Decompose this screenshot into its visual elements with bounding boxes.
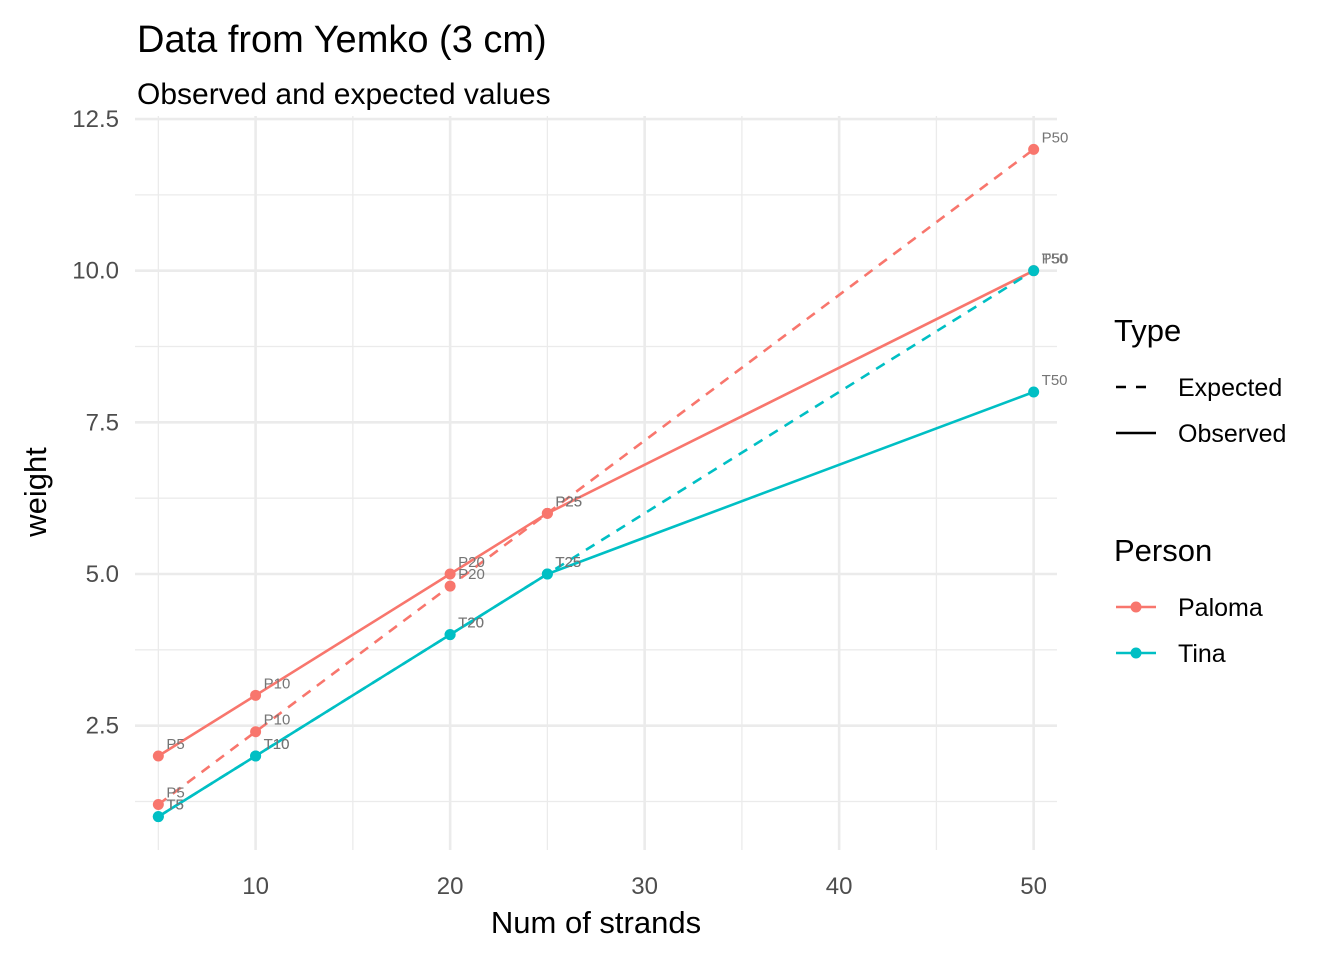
point-label-tina-observed-3: T25: [555, 554, 581, 571]
data-point-tina-observed-1: [250, 750, 262, 762]
point-label-tina-observed-2: T20: [458, 615, 484, 632]
point-label-tina-expected-0: T5: [166, 797, 184, 814]
y-tick-label-3: 10.0: [72, 258, 119, 285]
point-label-paloma-observed-4: P50: [1042, 251, 1069, 268]
point-label-paloma-expected-2: P20: [458, 566, 485, 583]
data-point-tina-expected-4: [1028, 265, 1040, 277]
y-tick-label-1: 5.0: [86, 561, 119, 588]
legend-label-tina: Tina: [1178, 640, 1226, 668]
point-label-tina-observed-1: T10: [264, 736, 290, 753]
x-tick-label-4: 50: [1020, 873, 1047, 900]
chart-subtitle: Observed and expected values: [137, 78, 551, 111]
series-line-tina-observed: [157, 390, 1035, 818]
data-point-paloma-observed-1: [250, 689, 262, 701]
data-point-paloma-expected-4: [1028, 143, 1040, 155]
legend-label-expected: Expected: [1178, 374, 1282, 402]
data-point-tina-observed-0: [152, 811, 164, 823]
legend-point-tina: [1130, 647, 1142, 659]
data-point-paloma-expected-1: [250, 726, 262, 738]
x-tick-label-1: 20: [437, 873, 464, 900]
data-point-paloma-observed-0: [152, 750, 164, 762]
data-point-paloma-observed-2: [444, 568, 456, 580]
point-label-paloma-observed-2: P20: [458, 554, 485, 571]
y-tick-label-4: 12.5: [72, 106, 119, 133]
x-tick-label-2: 30: [631, 873, 658, 900]
data-point-tina-observed-3: [541, 568, 553, 580]
point-label-tina-observed-0: T5: [166, 797, 184, 814]
axis-ticks: 10 20 30 40 50 2.5 5.0 7.5 10.0 12.5: [72, 106, 1047, 900]
point-label-paloma-observed-1: P10: [264, 675, 291, 692]
legend: Type Expected Observed Person Paloma Tina: [1114, 313, 1286, 668]
point-label-paloma-expected-3: P25: [555, 493, 582, 510]
legend-title-type: Type: [1114, 313, 1181, 348]
point-labels: P5P10P20P25P50P5P10P20P25P50T5T10T20T25T…: [166, 129, 1068, 813]
chart-title: Data from Yemko (3 cm): [137, 19, 547, 61]
point-label-tina-expected-1: T10: [264, 736, 290, 753]
point-label-tina-expected-4: T50: [1042, 251, 1068, 268]
legend-title-person: Person: [1114, 533, 1212, 568]
series-line-paloma-expected: [157, 148, 1035, 806]
y-axis-title: weight: [18, 447, 53, 538]
data-points: [152, 143, 1040, 823]
x-axis-title: Num of strands: [491, 905, 701, 940]
data-point-paloma-observed-3: [541, 507, 553, 519]
legend-label-paloma: Paloma: [1178, 594, 1263, 622]
data-point-paloma-expected-0: [152, 799, 164, 811]
y-tick-label-2: 7.5: [86, 409, 119, 436]
x-tick-label-0: 10: [242, 873, 269, 900]
point-label-tina-observed-4: T50: [1042, 372, 1068, 389]
grid-lines: [135, 116, 1057, 850]
point-label-paloma-expected-0: P5: [166, 785, 184, 802]
data-point-tina-observed-2: [444, 629, 456, 641]
data-point-paloma-expected-2: [444, 580, 456, 592]
point-label-paloma-expected-1: P10: [264, 712, 291, 729]
point-label-tina-expected-2: T20: [458, 615, 484, 632]
data-point-tina-observed-4: [1028, 386, 1040, 398]
point-label-tina-expected-3: T25: [555, 554, 581, 571]
y-tick-label-0: 2.5: [86, 713, 119, 740]
x-tick-label-3: 40: [826, 873, 853, 900]
point-label-paloma-observed-0: P5: [166, 736, 184, 753]
point-label-paloma-observed-3: P25: [555, 493, 582, 510]
legend-label-observed: Observed: [1178, 420, 1286, 448]
point-label-paloma-expected-4: P50: [1042, 129, 1069, 146]
legend-point-paloma: [1130, 601, 1142, 613]
